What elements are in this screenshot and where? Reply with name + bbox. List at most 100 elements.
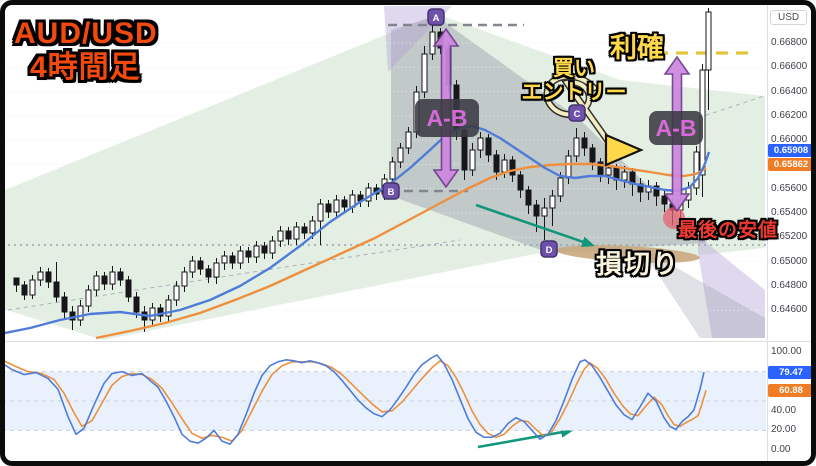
candle[interactable] xyxy=(237,250,244,264)
candle[interactable] xyxy=(229,255,236,264)
price-axis-separator[interactable] xyxy=(767,5,768,461)
pattern-point-label: B xyxy=(388,187,395,198)
candle[interactable] xyxy=(13,277,20,286)
price-tick[interactable]: 0.66800 xyxy=(771,37,808,48)
candle[interactable] xyxy=(469,149,476,171)
price-tick[interactable]: 0.64600 xyxy=(771,304,808,316)
candle[interactable] xyxy=(165,299,172,317)
candle[interactable] xyxy=(53,281,60,298)
price-tick[interactable]: 0.66600 xyxy=(771,61,808,73)
candle[interactable] xyxy=(573,137,580,157)
currency-label[interactable]: USD xyxy=(770,10,808,25)
candle[interactable] xyxy=(181,271,188,287)
price-tick[interactable]: 0.65400 xyxy=(771,207,808,219)
candle[interactable] xyxy=(589,147,596,163)
candle[interactable] xyxy=(693,151,700,189)
candle[interactable] xyxy=(397,147,404,163)
candle[interactable] xyxy=(77,305,84,321)
candle[interactable] xyxy=(101,275,108,285)
candle[interactable] xyxy=(157,307,164,317)
stop-loss-label: 損切り xyxy=(596,249,681,279)
candle[interactable] xyxy=(197,260,204,270)
candle[interactable] xyxy=(213,262,220,278)
candle[interactable] xyxy=(117,271,124,281)
candle[interactable] xyxy=(477,137,484,151)
candle[interactable] xyxy=(189,260,196,273)
candle[interactable] xyxy=(37,271,44,281)
candle[interactable] xyxy=(21,284,28,296)
stoch-tick[interactable]: 0.00 xyxy=(771,444,791,455)
candle[interactable] xyxy=(581,137,588,149)
pattern-point-C[interactable] xyxy=(568,104,586,122)
candle[interactable] xyxy=(205,268,212,278)
candle[interactable] xyxy=(549,195,556,209)
price-tick[interactable]: 0.66400 xyxy=(771,85,808,97)
pattern-point-D[interactable] xyxy=(540,240,558,258)
candle[interactable] xyxy=(269,240,276,254)
candle[interactable] xyxy=(517,174,524,191)
candle[interactable] xyxy=(501,159,508,173)
candle[interactable] xyxy=(285,230,292,240)
candle[interactable] xyxy=(525,189,532,206)
candle[interactable] xyxy=(61,296,68,313)
price-tick[interactable]: 0.65000 xyxy=(771,255,808,267)
candle[interactable] xyxy=(261,245,268,254)
pattern-point-A[interactable] xyxy=(427,8,445,26)
candle[interactable] xyxy=(493,154,500,173)
candle[interactable] xyxy=(605,167,612,176)
pattern-point-B[interactable] xyxy=(382,182,400,200)
candle[interactable] xyxy=(45,271,52,283)
candle[interactable] xyxy=(253,245,260,258)
candle[interactable] xyxy=(109,271,116,285)
candle[interactable] xyxy=(85,289,92,307)
candle[interactable] xyxy=(221,255,228,264)
stoch-badge: 60.88 xyxy=(768,383,814,397)
candle[interactable] xyxy=(509,159,516,176)
stoch-tick[interactable]: 100.00 xyxy=(771,346,802,357)
candle[interactable] xyxy=(565,155,572,179)
correction-tail-gray xyxy=(640,247,765,338)
candle[interactable] xyxy=(293,226,300,240)
candle[interactable] xyxy=(325,203,332,213)
candle[interactable] xyxy=(133,296,140,313)
candle[interactable] xyxy=(301,226,308,234)
candle[interactable] xyxy=(93,275,100,291)
candle[interactable] xyxy=(29,279,36,296)
candle[interactable] xyxy=(405,131,412,149)
price-tick[interactable]: 0.64800 xyxy=(771,280,808,291)
candle[interactable] xyxy=(277,230,284,242)
pane-separator[interactable] xyxy=(5,341,811,342)
candle[interactable] xyxy=(661,195,668,205)
last-low-marker xyxy=(663,207,685,229)
ab-measure-label-left: A-B xyxy=(415,99,479,137)
candle[interactable] xyxy=(389,161,396,180)
stoch-tick[interactable]: 40.00 xyxy=(771,404,797,416)
candle[interactable] xyxy=(485,137,492,156)
candle[interactable] xyxy=(533,204,540,217)
candle[interactable] xyxy=(621,171,628,181)
pattern-point-label: D xyxy=(546,245,553,256)
candle[interactable] xyxy=(705,11,712,71)
price-tick[interactable]: 0.65600 xyxy=(771,182,808,194)
stoch-band xyxy=(2,371,766,431)
price-tick[interactable]: 0.66000 xyxy=(771,134,808,146)
candle[interactable] xyxy=(429,31,436,55)
candle[interactable] xyxy=(173,285,180,301)
candle[interactable] xyxy=(341,199,348,208)
candle[interactable] xyxy=(317,203,324,222)
ma-slow-line[interactable] xyxy=(95,162,707,340)
candle[interactable] xyxy=(421,53,428,93)
candle[interactable] xyxy=(653,185,660,197)
candle[interactable] xyxy=(541,207,548,217)
candle[interactable] xyxy=(309,220,316,234)
price-tick[interactable]: 0.65200 xyxy=(771,231,808,243)
price-tick[interactable]: 0.66200 xyxy=(771,109,808,121)
stoch-tick[interactable]: 20.00 xyxy=(771,424,797,436)
candle[interactable] xyxy=(333,199,340,213)
candle[interactable] xyxy=(557,177,564,197)
candle[interactable] xyxy=(125,279,132,298)
stoch-k-line[interactable] xyxy=(0,354,705,445)
candle[interactable] xyxy=(245,250,252,258)
